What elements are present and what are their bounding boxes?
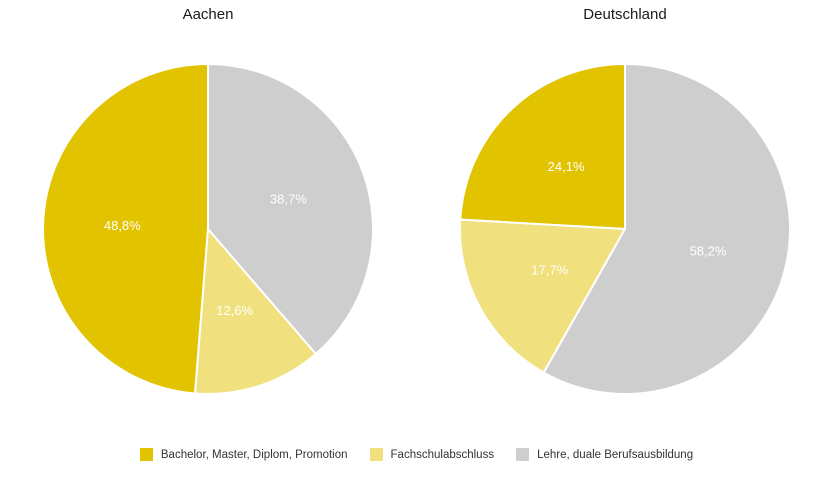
legend-swatch <box>516 448 530 461</box>
chart-panel-deutschland: Deutschland 24,1% 17,7% 58,2% <box>417 0 833 440</box>
pie-slice <box>542 63 791 395</box>
chart-title-aachen: Aachen <box>182 6 234 23</box>
legend-item: Lehre, duale Berufsausbildung <box>516 448 693 461</box>
pie-slice-label: 24,1% <box>548 159 585 174</box>
legend-swatch <box>369 448 383 461</box>
legend-label: Lehre, duale Berufsausbildung <box>537 448 694 461</box>
chart-panel-aachen: Aachen 48,8% 12,6% 38,7% <box>0 0 416 440</box>
pie-slice-label: 58,2% <box>690 243 727 258</box>
pie-chart-deutschland: 24,1% 17,7% 58,2% <box>458 63 791 395</box>
legend-swatch <box>139 448 153 461</box>
pie-slice <box>42 63 209 395</box>
pie-slice <box>458 218 626 374</box>
pie-slice <box>194 228 317 395</box>
chart-title-deutschland: Deutschland <box>583 6 667 23</box>
legend-label: Fachschulabschluss <box>390 448 495 461</box>
pie-slice <box>459 63 626 230</box>
pie-slice-label: 48,8% <box>104 218 141 233</box>
pie-slice-label: 38,7% <box>270 192 307 207</box>
chart-legend: Bachelor, Master, Diplom, Promotion Fachs… <box>0 448 833 461</box>
pie-slice-label: 17,7% <box>531 263 568 278</box>
pie-slice <box>207 63 374 355</box>
legend-label: Bachelor, Master, Diplom, Promotion <box>160 448 348 461</box>
legend-item: Fachschulabschluss <box>369 448 495 461</box>
pie-chart-aachen: 48,8% 12,6% 38,7% <box>42 63 374 395</box>
legend-item: Bachelor, Master, Diplom, Promotion <box>139 448 348 461</box>
pie-slice-label: 12,6% <box>216 303 253 318</box>
